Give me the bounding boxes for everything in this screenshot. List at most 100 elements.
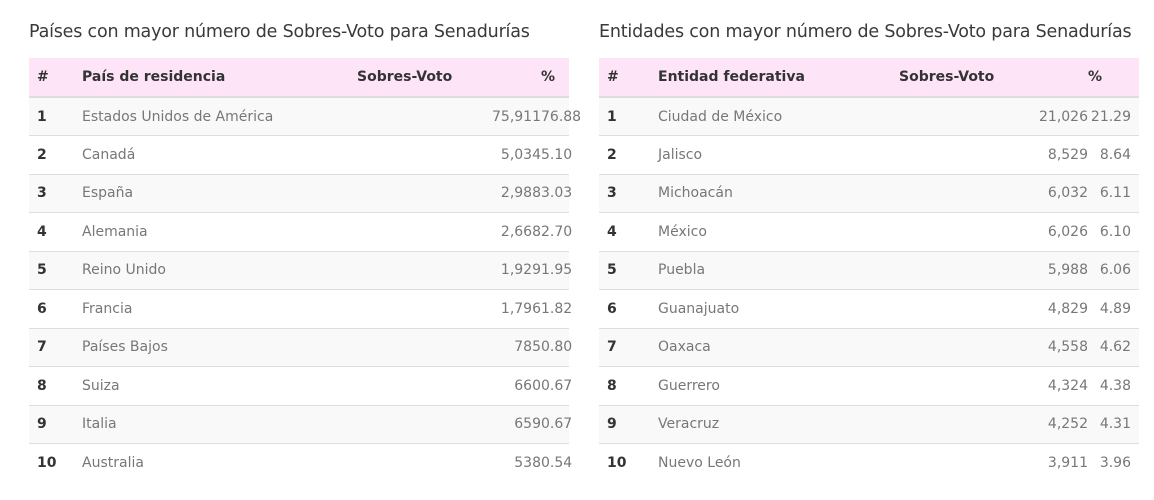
countries-title: Países con mayor número de Sobres-Voto p… <box>29 22 530 42</box>
votes-cell: 2,668 <box>500 223 541 240</box>
rank-cell: 2 <box>607 146 617 163</box>
votes-cell: 4,324 <box>1047 377 1088 394</box>
rank-cell: 9 <box>37 416 47 433</box>
votes-cell: 1,929 <box>500 262 541 279</box>
table-row: 4 Alemania 2,668 2.70 <box>29 212 572 252</box>
percent-cell: 5.10 <box>541 146 573 163</box>
table-row: 7 Oaxaca 4,558 4.62 <box>599 328 1139 367</box>
name-cell: Jalisco <box>658 146 703 163</box>
votes-cell: 75,911 <box>492 108 541 125</box>
rank-cell: 2 <box>37 146 47 163</box>
column-header[interactable]: País de residencia <box>82 69 226 85</box>
name-cell: Australia <box>82 455 144 471</box>
percent-cell: 0.67 <box>541 377 573 394</box>
column-header[interactable]: # <box>607 69 619 85</box>
percent-cell: 1.82 <box>541 300 573 317</box>
rank-cell: 7 <box>607 339 617 356</box>
percent-cell: 0.54 <box>541 455 573 471</box>
table-row: 10 Australia 538 0.54 <box>29 443 573 483</box>
table-row: 8 Guerrero 4,324 4.38 <box>599 366 1139 406</box>
rank-cell: 5 <box>37 262 47 279</box>
percent-cell: 21.29 <box>1090 108 1131 125</box>
votes-cell: 660 <box>514 377 541 394</box>
rank-cell: 10 <box>37 455 57 471</box>
rank-cell: 8 <box>37 377 47 394</box>
rank-cell: 4 <box>37 223 47 240</box>
name-cell: Nuevo León <box>658 455 741 471</box>
table-row: 8 Suiza 660 0.67 <box>29 366 573 406</box>
states-table: # Entidad federativa Sobres-Voto% 1 Ciudad d… <box>599 58 1139 482</box>
percent-cell: 8.64 <box>1099 146 1131 163</box>
name-cell: Guanajuato <box>658 300 740 317</box>
table-row: 9 Italia 659 0.67 <box>29 405 573 444</box>
column-header[interactable]: Sobres-Voto <box>899 69 995 85</box>
table-row: 1 Ciudad de México 21,026 21.29 <box>599 97 1139 136</box>
votes-cell: 6,032 <box>1047 185 1088 202</box>
rank-cell: 8 <box>607 377 617 394</box>
name-cell: Puebla <box>658 262 706 279</box>
name-cell: Italia <box>82 416 117 433</box>
name-cell: México <box>658 223 707 240</box>
name-cell: Francia <box>82 300 133 317</box>
votes-cell: 2,988 <box>500 185 541 202</box>
percent-cell: 76.88 <box>541 108 582 125</box>
votes-cell: 4,252 <box>1047 416 1088 433</box>
table-header-row: # País de residencia Sobres-Voto% <box>29 58 569 97</box>
rank-cell: 1 <box>37 108 47 125</box>
percent-cell: 6.10 <box>1099 223 1131 240</box>
rank-cell: 9 <box>607 416 617 433</box>
votes-cell: 4,829 <box>1047 300 1088 317</box>
percent-cell: 4.62 <box>1099 339 1131 356</box>
percent-cell: 4.89 <box>1099 300 1131 317</box>
percent-cell: 0.67 <box>541 416 573 433</box>
name-cell: Suiza <box>82 377 120 394</box>
rank-cell: 6 <box>37 300 47 317</box>
column-header[interactable]: % <box>1088 69 1103 85</box>
rank-cell: 4 <box>607 223 617 240</box>
name-cell: Michoacán <box>658 185 733 202</box>
table-row: 10 Nuevo León 3,911 3.96 <box>599 443 1139 483</box>
name-cell: Oaxaca <box>658 339 711 356</box>
rank-cell: 7 <box>37 339 47 356</box>
rank-cell: 3 <box>37 185 47 202</box>
votes-cell: 5,034 <box>500 146 541 163</box>
percent-cell: 1.95 <box>541 262 573 279</box>
name-cell: España <box>82 185 134 202</box>
rank-cell: 10 <box>607 455 627 471</box>
states-title: Entidades con mayor número de Sobres-Vot… <box>599 22 1132 42</box>
name-cell: Países Bajos <box>82 339 168 356</box>
table-row: 5 Puebla 5,988 6.06 <box>599 251 1139 290</box>
column-header[interactable]: Entidad federativa <box>658 69 805 85</box>
table-row: 3 España 2,988 3.03 <box>29 174 573 213</box>
table-row: 6 Guanajuato 4,829 4.89 <box>599 289 1139 329</box>
countries-table: # País de residencia Sobres-Voto% 1 Estados … <box>29 58 582 483</box>
votes-cell: 3,911 <box>1047 455 1088 471</box>
votes-cell: 5,988 <box>1047 262 1088 279</box>
percent-cell: 6.11 <box>1099 185 1131 202</box>
table-row: 3 Michoacán 6,032 6.11 <box>599 174 1139 213</box>
table-row: 5 Reino Unido 1,929 1.95 <box>29 251 573 290</box>
percent-cell: 4.38 <box>1099 377 1131 394</box>
votes-cell: 8,529 <box>1047 146 1088 163</box>
votes-cell: 538 <box>514 455 541 471</box>
votes-cell: 659 <box>514 416 541 433</box>
rank-cell: 6 <box>607 300 617 317</box>
table-row: 9 Veracruz 4,252 4.31 <box>599 405 1139 444</box>
column-header[interactable]: # <box>37 69 49 85</box>
rank-cell: 5 <box>607 262 617 279</box>
name-cell: Reino Unido <box>82 262 166 279</box>
votes-cell: 21,026 <box>1039 108 1088 125</box>
percent-cell: 3.96 <box>1099 455 1131 471</box>
column-header[interactable]: Sobres-Voto <box>357 69 453 85</box>
table-row: 6 Francia 1,796 1.82 <box>29 289 573 329</box>
table-row: 2 Canadá 5,034 5.10 <box>29 135 573 175</box>
table-row: 4 México 6,026 6.10 <box>599 212 1139 252</box>
name-cell: Estados Unidos de América <box>82 108 274 125</box>
percent-cell: 3.03 <box>541 185 573 202</box>
table-row: 7 Países Bajos 785 0.80 <box>29 328 573 367</box>
percent-cell: 0.80 <box>541 339 573 356</box>
votes-cell: 785 <box>514 339 541 356</box>
name-cell: Guerrero <box>658 377 720 394</box>
column-header[interactable]: % <box>541 69 556 85</box>
votes-cell: 1,796 <box>500 300 541 317</box>
